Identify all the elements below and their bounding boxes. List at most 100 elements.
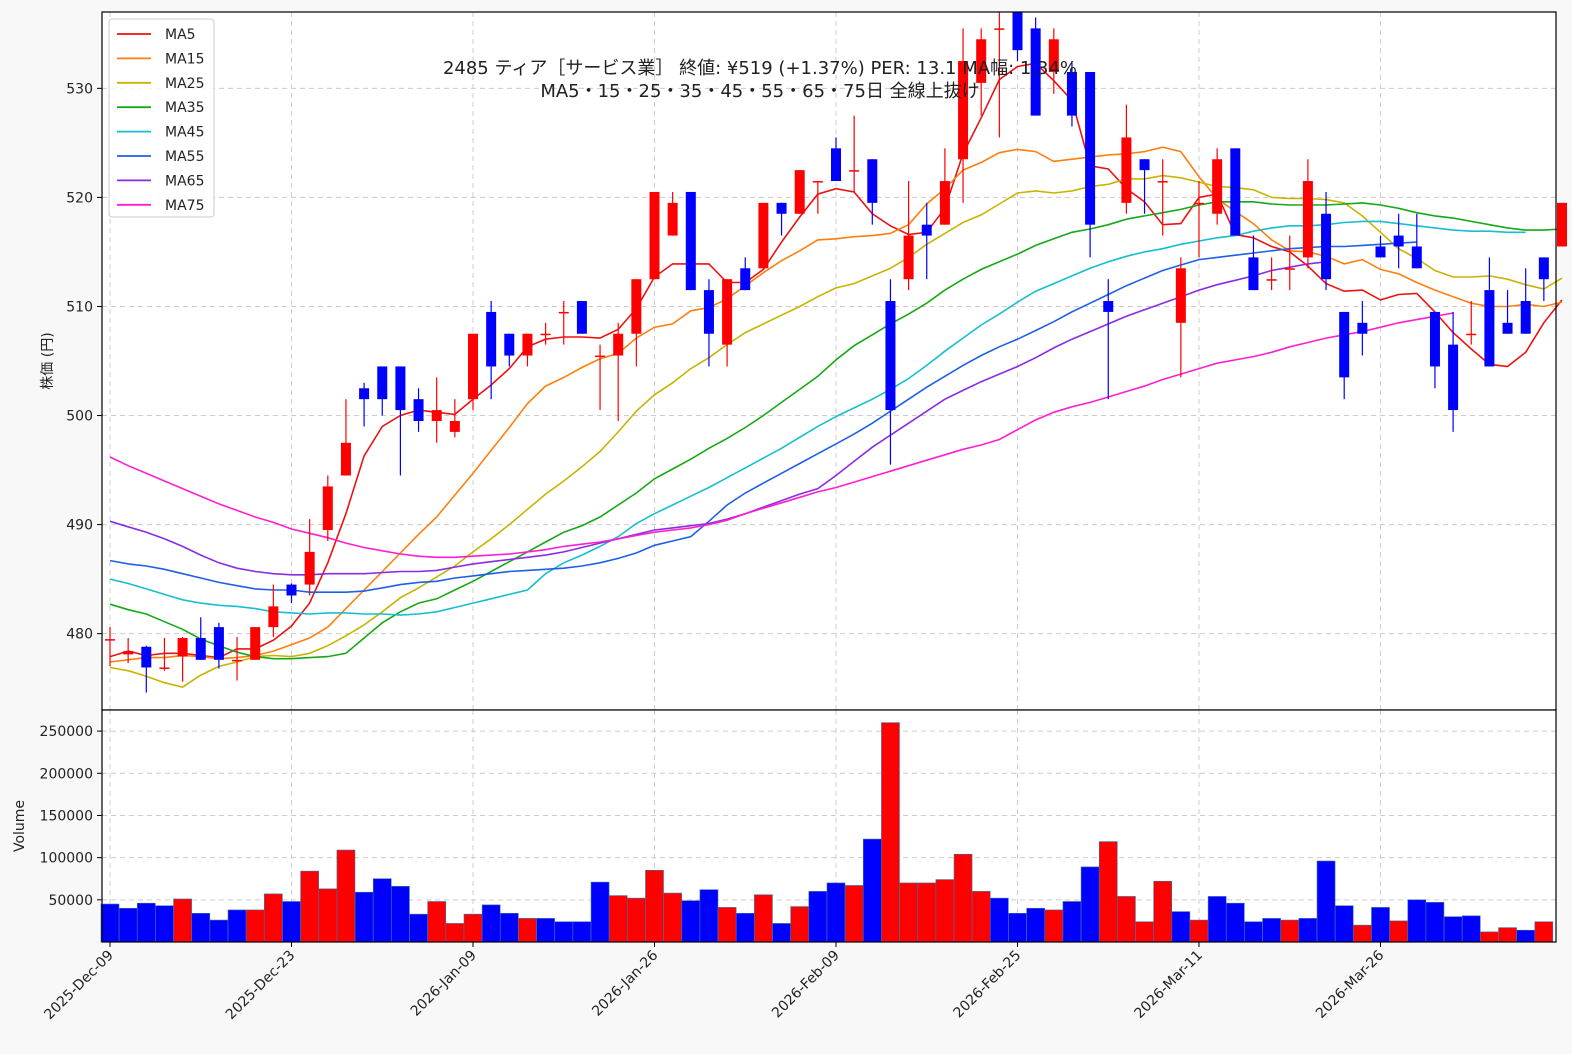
volume-bar (518, 918, 537, 943)
legend-label: MA55 (165, 149, 204, 165)
candle (722, 279, 733, 367)
volume-bar (1044, 909, 1064, 943)
candle (1066, 61, 1077, 127)
candle-body (976, 39, 987, 83)
candle (939, 148, 950, 225)
candle-body (1266, 279, 1277, 281)
candle (1466, 301, 1477, 345)
candle-body (1194, 202, 1204, 205)
candle-body (1448, 344, 1459, 411)
volume-tick-label: 150000 (40, 808, 93, 824)
price-y-ticks: 480 490 500 510 520 530 (66, 81, 102, 643)
volume-bar (808, 891, 828, 943)
price-tick-label: 530 (66, 81, 93, 97)
candle-body (776, 202, 787, 214)
candle (141, 645, 152, 693)
candle (576, 301, 587, 334)
candle-body (558, 311, 569, 314)
candle-body (123, 651, 134, 655)
volume-bar (1244, 921, 1263, 943)
candle (1484, 257, 1495, 367)
candle (740, 257, 751, 291)
candle (232, 636, 243, 681)
volume-bar (1371, 907, 1390, 943)
volume-bar (155, 905, 174, 943)
candle (1230, 148, 1241, 236)
volume-bar (1480, 931, 1499, 943)
candle-body (1103, 301, 1114, 312)
volume-bar (1407, 899, 1427, 943)
candle-body (1085, 71, 1096, 225)
volume-bar (1226, 902, 1245, 943)
candle (1502, 290, 1513, 334)
candle-body (486, 311, 497, 367)
volume-bar (118, 907, 138, 943)
volume-bar (790, 906, 810, 943)
ma-line-ma35 (109, 201, 1563, 660)
candle-body (1484, 290, 1495, 367)
candle-body (1139, 159, 1150, 171)
volume-tick-label: 100000 (40, 851, 93, 867)
candle (958, 28, 969, 203)
ma-line-ma5 (109, 62, 1563, 659)
volume-bar (191, 913, 211, 943)
candle-body (195, 638, 206, 660)
candle (395, 366, 406, 476)
volume-bar (209, 919, 229, 943)
price-y-axis-label: 株価 (円) (40, 332, 56, 389)
candle (976, 28, 987, 116)
volume-bar (663, 892, 682, 943)
candle-body (758, 202, 769, 269)
chart-title-line1: 2485 ティア［サービス業］ 終値: ¥519 (+1.37%) PER: 1… (443, 58, 1077, 79)
ma-line-ma15 (109, 146, 1563, 663)
candle (703, 279, 714, 367)
volume-tick-label: 200000 (40, 766, 93, 782)
volume-bar (590, 881, 610, 943)
volume-y-ticks: 50000 100000 150000 200000 250000 (40, 724, 102, 909)
candle (1030, 17, 1041, 116)
candle (1520, 268, 1531, 334)
candle-body (1284, 268, 1295, 270)
candle (1248, 235, 1259, 291)
candle-body (994, 28, 1005, 30)
candle-body (232, 659, 243, 662)
candle (1429, 311, 1440, 389)
price-tick-label: 480 (66, 627, 93, 643)
legend-box (108, 18, 215, 218)
candle (794, 170, 805, 214)
candle (304, 519, 315, 596)
candle (504, 333, 515, 367)
candle-body (105, 639, 115, 641)
candle (159, 638, 170, 671)
volume-bar (1098, 841, 1118, 943)
candle (1321, 191, 1332, 291)
legend-label: MA25 (165, 76, 204, 92)
candle (1284, 235, 1295, 291)
candle (1375, 235, 1386, 258)
candle (776, 202, 787, 236)
volume-bar (1298, 918, 1318, 943)
volume-bar (735, 913, 755, 943)
candle-body (1557, 202, 1567, 247)
volume-bar (754, 894, 773, 943)
legend: MA5 MA15 MA25 MA35 MA45 MA55 MA65 MA75 (108, 18, 215, 218)
volume-tick-label: 250000 (40, 724, 93, 740)
candle-body (849, 170, 860, 172)
candle (486, 301, 497, 400)
volume-bar (627, 897, 646, 943)
candle-body (1357, 322, 1368, 334)
volume-bar (1334, 905, 1354, 943)
candle (1212, 148, 1223, 225)
candle-body (1393, 235, 1404, 247)
candle (1085, 71, 1096, 258)
volume-bar (499, 913, 519, 943)
candle (812, 181, 823, 214)
candle (286, 583, 297, 604)
volume-bar (917, 882, 937, 943)
candle-body (431, 410, 442, 421)
candle-body (1538, 257, 1549, 280)
candle (250, 627, 261, 660)
candle (377, 366, 388, 416)
